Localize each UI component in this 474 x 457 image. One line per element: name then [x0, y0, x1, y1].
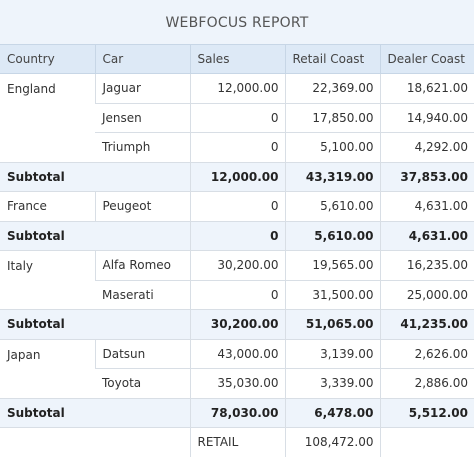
subtotal-retail: 51,065.00	[284, 309, 380, 340]
column-header-country[interactable]: Country	[0, 44, 95, 74]
subtotal-label: Subtotal	[0, 162, 190, 192]
subtotal-row: Subtotal 78,030.00 6,478.00 5,512.00	[0, 398, 474, 428]
subtotal-row: Subtotal 12,000.00 43,319.00 37,853.00	[0, 162, 474, 192]
report-table: Country Car Sales Retail Coast Dealer Co…	[0, 44, 474, 457]
dealer-cell: 14,940.00	[379, 103, 474, 133]
header-row: Country Car Sales Retail Coast Dealer Co…	[0, 44, 474, 74]
grand-total-row: RETAIL 108,472.00	[0, 427, 474, 457]
dealer-cell: 16,235.00	[379, 250, 474, 281]
sales-cell: 43,000.00	[189, 339, 285, 369]
table-row: Italy Alfa Romeo 30,200.00 19,565.00 16,…	[0, 250, 474, 310]
sales-cell: 0	[189, 191, 285, 222]
column-header-car[interactable]: Car	[94, 44, 190, 74]
subtotal-sales: 30,200.00	[189, 309, 285, 340]
dealer-cell: 2,886.00	[379, 368, 474, 399]
table-row: Japan Datsun 43,000.00 3,139.00 2,626.00	[0, 339, 474, 399]
empty-cell	[0, 428, 190, 457]
subtotal-dealer: 5,512.00	[379, 398, 474, 428]
retail-cell: 17,850.00	[284, 103, 380, 133]
car-cell: Toyota	[95, 368, 190, 399]
subtotal-dealer: 37,853.00	[379, 162, 474, 192]
table-row: Toyota 35,030.00 3,339.00 2,886.00	[0, 368, 474, 399]
country-cell: Italy	[0, 250, 95, 310]
sales-cell: 12,000.00	[189, 73, 285, 104]
retail-cell: 19,565.00	[284, 250, 380, 281]
car-cell: Peugeot	[94, 191, 190, 222]
retail-cell: 5,610.00	[284, 191, 380, 222]
car-cell: Alfa Romeo	[94, 250, 190, 281]
subtotal-sales: 78,030.00	[189, 398, 285, 428]
country-cell: France	[0, 191, 95, 222]
retail-cell: 5,100.00	[284, 132, 380, 163]
sales-cell: 0	[189, 132, 285, 163]
column-header-retail-coast[interactable]: Retail Coast	[284, 44, 380, 74]
retail-cell: 22,369.00	[284, 73, 380, 104]
car-cell: Triumph	[95, 132, 190, 163]
car-cell: Datsun	[94, 339, 190, 369]
grand-total-label: RETAIL	[189, 427, 285, 457]
dealer-cell: 18,621.00	[379, 73, 474, 104]
dealer-cell: 2,626.00	[379, 339, 474, 369]
subtotal-row: Subtotal 0 5,610.00 4,631.00	[0, 221, 474, 251]
sales-cell: 30,200.00	[189, 250, 285, 281]
country-cell: England	[0, 73, 95, 163]
subtotal-label: Subtotal	[0, 309, 190, 340]
dealer-cell: 25,000.00	[379, 280, 474, 310]
subtotal-row: Subtotal 30,200.00 51,065.00 41,235.00	[0, 309, 474, 340]
car-cell: Jaguar	[94, 73, 190, 104]
dealer-cell: 4,292.00	[379, 132, 474, 163]
report-title: WEBFOCUS REPORT	[0, 0, 474, 44]
column-header-sales[interactable]: Sales	[189, 44, 285, 74]
subtotal-label: Subtotal	[0, 221, 190, 251]
subtotal-retail: 5,610.00	[284, 221, 380, 251]
car-cell: Jensen	[95, 103, 190, 133]
grand-total-value: 108,472.00	[284, 427, 380, 457]
subtotal-dealer: 4,631.00	[379, 221, 474, 251]
table-row: Jensen 0 17,850.00 14,940.00	[0, 103, 474, 133]
table-row: England Jaguar 12,000.00 22,369.00 18,62…	[0, 73, 474, 163]
retail-cell: 31,500.00	[284, 280, 380, 310]
sales-cell: 0	[189, 103, 285, 133]
empty-cell	[379, 427, 474, 457]
subtotal-retail: 43,319.00	[284, 162, 380, 192]
subtotal-retail: 6,478.00	[284, 398, 380, 428]
table-row: Maserati 0 31,500.00 25,000.00	[0, 280, 474, 310]
subtotal-sales: 12,000.00	[189, 162, 285, 192]
country-cell: Japan	[0, 339, 95, 399]
retail-cell: 3,139.00	[284, 339, 380, 369]
dealer-cell: 4,631.00	[379, 191, 474, 222]
sales-cell: 35,030.00	[189, 368, 285, 399]
retail-cell: 3,339.00	[284, 368, 380, 399]
car-cell: Maserati	[95, 280, 190, 310]
sales-cell: 0	[189, 280, 285, 310]
table-row: France Peugeot 0 5,610.00 4,631.00	[0, 191, 474, 222]
subtotal-dealer: 41,235.00	[379, 309, 474, 340]
subtotal-label: Subtotal	[0, 398, 190, 428]
subtotal-sales: 0	[189, 221, 285, 251]
table-row: Triumph 0 5,100.00 4,292.00	[0, 132, 474, 163]
column-header-dealer-coast[interactable]: Dealer Coast	[379, 44, 474, 74]
